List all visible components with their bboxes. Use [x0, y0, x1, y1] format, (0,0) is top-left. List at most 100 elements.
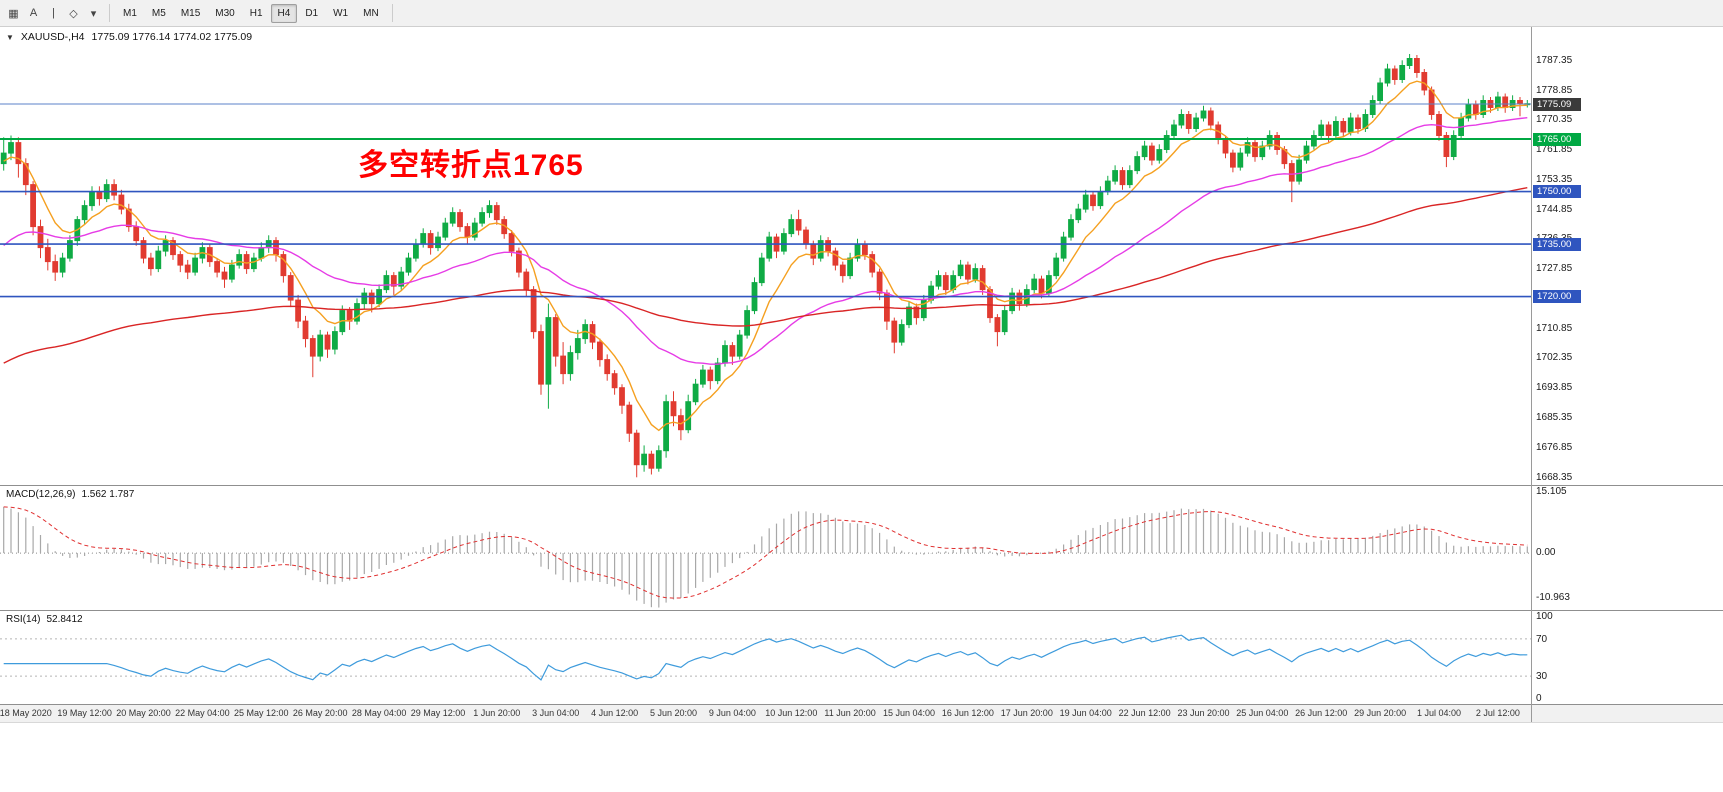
time-axis-label: 28 May 04:00 — [351, 708, 407, 718]
drawing-tools-group: ▦ A | ◇ ▾ — [4, 3, 103, 23]
panel-divider[interactable] — [0, 610, 1723, 611]
candlestick-chart[interactable] — [0, 27, 1531, 485]
collapse-arrow-icon[interactable]: ▼ — [6, 32, 14, 42]
drawing-tools-icon[interactable]: ◇ — [64, 3, 83, 23]
price-axis-label: 1676.85 — [1536, 441, 1573, 453]
time-axis-label: 16 Jun 12:00 — [941, 708, 994, 718]
price-axis-label: 1693.85 — [1536, 382, 1573, 394]
price-axis-label: 1668.35 — [1536, 471, 1573, 483]
rsi-indicator-label: RSI(14) 52.8412 — [6, 614, 83, 625]
time-axis-label: 20 May 20:00 — [116, 708, 171, 718]
rsi-panel[interactable] — [0, 611, 1531, 704]
macd-axis[interactable]: 15.105 0.00 -10.963 — [1532, 486, 1723, 610]
symbol-timeframe-label: XAUUSD-,H4 — [20, 31, 85, 43]
time-axis-label: 5 Jun 20:00 — [649, 708, 698, 718]
panel-divider[interactable] — [0, 485, 1723, 486]
time-axis-label: 22 Jun 12:00 — [1118, 708, 1171, 718]
price-level-tag: 1775.09 — [1533, 97, 1581, 111]
rsi-axis-label: 0 — [1536, 693, 1542, 704]
timeframe-button-m5[interactable]: M5 — [145, 4, 173, 23]
price-level-tag: 1765.00 — [1533, 132, 1581, 146]
time-axis[interactable]: 18 May 2020 19 May 12:00 20 May 20:00 22 Ma… — [0, 705, 1723, 723]
ma-slow-line — [3, 187, 1528, 364]
dropdown-arrow-icon[interactable]: ▾ — [84, 3, 103, 23]
price-axis-label: 1710.85 — [1536, 322, 1573, 334]
rsi-name: RSI(14) — [6, 614, 41, 625]
timeframe-button-h4[interactable]: H4 — [270, 3, 298, 23]
time-axis-label: 25 Jun 04:00 — [1236, 708, 1289, 718]
candles-layer — [0, 54, 1531, 478]
price-axis-label: 1778.85 — [1536, 84, 1573, 96]
rsi-line — [3, 634, 1528, 681]
top-toolbar: ▦ A | ◇ ▾ M1 M5 M15 M30 H1 H4 D1 W1 MN — [0, 0, 1723, 27]
timeframe-button-m30[interactable]: M30 — [208, 4, 241, 23]
time-axis-label: 17 Jun 20:00 — [1000, 708, 1053, 718]
price-axis-label: 1727.85 — [1536, 263, 1573, 275]
time-axis-label: 29 May 12:00 — [410, 708, 466, 718]
time-axis-label: 22 May 04:00 — [175, 708, 230, 718]
time-axis-label: 26 Jun 12:00 — [1295, 708, 1348, 718]
timeframe-button-mn[interactable]: MN — [356, 4, 386, 23]
toolbar-separator — [109, 4, 110, 22]
axis-vertical-separator — [1531, 27, 1532, 722]
timeframe-button-d1[interactable]: D1 — [298, 4, 325, 23]
time-axis-label: 25 May 12:00 — [234, 708, 289, 718]
vertical-line-tool-icon[interactable]: | — [44, 3, 63, 23]
rsi-axis-label: 70 — [1536, 633, 1548, 645]
macd-name: MACD(12,26,9) — [6, 489, 76, 500]
time-axis-label: 23 Jun 20:00 — [1177, 708, 1230, 718]
toolbar-separator — [391, 4, 393, 22]
ohlc-values: 1775.09 1776.14 1774.02 1775.09 — [91, 31, 253, 43]
macd-indicator-label: MACD(12,26,9) 1.562 1.787 — [6, 489, 134, 500]
new-chart-icon[interactable]: ▦ — [4, 3, 23, 23]
time-axis-label: 18 May 2020 — [0, 708, 52, 718]
chart-annotation-text: 多空转折点1765 — [358, 149, 584, 182]
price-axis-label: 1744.85 — [1536, 203, 1573, 215]
panel-divider — [0, 704, 1723, 705]
rsi-axis-label: 100 — [1536, 611, 1553, 622]
time-axis-label: 4 Jun 12:00 — [591, 708, 639, 718]
timeframe-button-w1[interactable]: W1 — [326, 4, 355, 23]
timeframe-toolbar: M1 M5 M15 M30 H1 H4 D1 W1 MN — [116, 3, 386, 23]
price-level-tag: 1720.00 — [1533, 290, 1581, 304]
price-axis-label: 1702.35 — [1536, 352, 1573, 364]
ma-mid-line — [3, 117, 1528, 365]
timeframe-button-m1[interactable]: M1 — [116, 4, 144, 23]
rsi-axis-label: 30 — [1536, 671, 1548, 683]
price-axis-label: 1761.85 — [1536, 144, 1573, 156]
price-axis-label: 1685.35 — [1536, 411, 1573, 423]
ma-fast-line — [3, 80, 1528, 432]
time-axis-label: 1 Jun 20:00 — [473, 708, 521, 718]
text-label-tool-icon[interactable]: A — [24, 3, 43, 23]
time-axis-label: 19 May 12:00 — [57, 708, 112, 718]
macd-histogram — [3, 506, 1528, 608]
price-level-tag: 1735.00 — [1533, 237, 1581, 251]
macd-axis-label: -10.963 — [1536, 591, 1570, 603]
rsi-value: 52.8412 — [46, 614, 83, 625]
time-axis-label: 2 Jul 12:00 — [1475, 708, 1520, 718]
macd-panel[interactable] — [0, 486, 1531, 610]
macd-values: 1.562 1.787 — [81, 489, 135, 500]
macd-signal-line — [3, 506, 1528, 599]
time-axis-label: 9 Jun 04:00 — [708, 708, 756, 718]
time-axis-label: 15 Jun 04:00 — [882, 708, 936, 718]
time-axis-label: 11 Jun 20:00 — [824, 708, 876, 718]
timeframe-button-h1[interactable]: H1 — [243, 4, 270, 23]
time-axis-label: 29 Jun 20:00 — [1354, 708, 1407, 718]
time-axis-label: 26 May 20:00 — [292, 708, 348, 718]
price-axis[interactable]: 1787.35 1778.85 1770.35 1761.85 1753.35 1744.… — [1532, 27, 1723, 485]
timeframe-button-m15[interactable]: M15 — [174, 4, 207, 23]
price-axis-label: 1753.35 — [1536, 173, 1573, 185]
price-level-tag: 1750.00 — [1533, 185, 1581, 199]
time-axis-label: 3 Jun 04:00 — [532, 708, 580, 718]
time-axis-label: 19 Jun 04:00 — [1059, 708, 1112, 718]
rsi-axis[interactable]: 100 70 30 0 — [1532, 611, 1723, 704]
price-axis-label: 1787.35 — [1536, 54, 1573, 66]
chart-symbol-title: ▼ XAUUSD-,H4 1775.09 1776.14 1774.02 177… — [6, 31, 252, 43]
macd-axis-label: 15.105 — [1536, 486, 1567, 497]
time-axis-label: 10 Jun 12:00 — [765, 708, 818, 718]
time-axis-label: 1 Jul 04:00 — [1416, 708, 1462, 718]
price-axis-label: 1770.35 — [1536, 114, 1573, 126]
macd-axis-label: 0.00 — [1536, 547, 1556, 559]
